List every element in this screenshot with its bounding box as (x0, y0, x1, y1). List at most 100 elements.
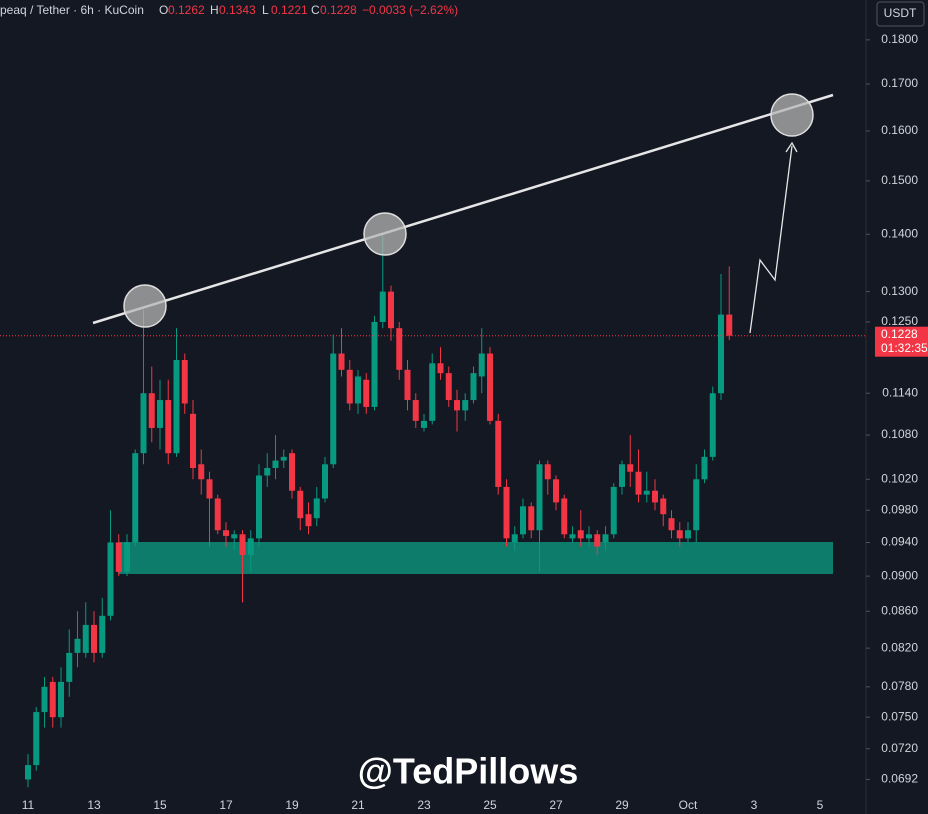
y-tick-label: 0.1700 (881, 76, 918, 90)
symbol-label: peaq / Tether · 6h · KuCoin (0, 3, 144, 17)
candle-body (520, 506, 526, 535)
candle-body (107, 542, 114, 616)
candle-body (74, 638, 81, 653)
candle-body (388, 291, 394, 329)
candle-body (462, 400, 469, 411)
candle-body (536, 464, 543, 531)
arrow-head (785, 141, 798, 153)
candle-body (396, 328, 403, 370)
candle-body (313, 498, 320, 519)
candle-body (247, 538, 254, 555)
candle-body (181, 360, 188, 404)
candle-body (33, 712, 40, 766)
candle-body (404, 369, 411, 401)
touch-circle (123, 284, 167, 328)
x-tick-label: 25 (483, 798, 497, 812)
candle-body (503, 486, 510, 539)
candle-body (635, 471, 642, 495)
candle-body (355, 376, 361, 404)
ohlc-value: 0.1343 (219, 3, 256, 17)
candle-body (594, 534, 601, 547)
currency-box (876, 1, 925, 27)
x-tick-label: 21 (351, 798, 365, 812)
ohlc-value: 0.1262 (168, 3, 205, 17)
candle-body (280, 456, 287, 461)
y-tick-label: 0.0780 (881, 679, 918, 693)
y-tick-label: 0.1800 (881, 32, 918, 46)
ohlc-key: C (311, 3, 320, 17)
candle-body (454, 400, 460, 411)
candle-body (586, 534, 592, 539)
candle-body (157, 400, 163, 428)
candle-body (91, 624, 97, 653)
candle-body (709, 393, 716, 457)
candle-body (701, 456, 708, 480)
touch-circle (363, 212, 407, 256)
ohlc-key: L (262, 3, 269, 17)
ohlc-value: 0.1228 (320, 3, 357, 17)
countdown-label: 01:32:35 (881, 341, 928, 355)
y-tick-label: 0.1600 (881, 123, 918, 137)
watermark: @TedPillows (358, 751, 578, 792)
candle-body (619, 464, 625, 487)
last-price-label: 0.1228 (881, 327, 918, 341)
y-tick-label: 0.1250 (881, 314, 918, 328)
y-tick-label: 0.1400 (881, 226, 918, 240)
candle-body (437, 363, 444, 374)
x-tick-label: 5 (817, 798, 824, 812)
projection-path (749, 145, 793, 334)
candle-body (478, 353, 485, 377)
x-tick-label: 11 (22, 798, 35, 812)
y-tick-label: 0.0820 (881, 640, 918, 654)
currency-label: USDT (884, 6, 917, 20)
y-tick-label: 0.0860 (881, 603, 918, 617)
candle-body (627, 464, 634, 472)
y-tick-label: 0.0980 (881, 502, 918, 516)
candles (25, 234, 733, 788)
candle-body (553, 479, 559, 503)
y-tick-label: 0.1020 (881, 471, 918, 485)
candle-body (668, 518, 675, 531)
x-tick-label: 13 (87, 798, 101, 812)
candle-body (363, 379, 370, 407)
candle-body (223, 530, 229, 536)
candle-body (297, 490, 304, 519)
candle-body (99, 615, 106, 653)
support-zone (118, 542, 833, 574)
candle-body (685, 530, 691, 539)
candle-body (58, 681, 64, 718)
candle-body (25, 765, 31, 780)
candle-body (322, 464, 328, 499)
candle-body (231, 534, 238, 539)
candle-body (264, 467, 271, 476)
trendline (92, 93, 834, 325)
y-tick-label: 0.1300 (881, 284, 918, 298)
candle-body (190, 413, 196, 468)
y-tick-label: 0.0750 (881, 709, 918, 723)
ohlc-key: O (159, 3, 168, 17)
x-tick-label: 27 (549, 798, 563, 812)
y-tick-label: 0.0940 (881, 535, 918, 549)
x-tick-label: 19 (285, 798, 299, 812)
candle-body (660, 498, 667, 515)
candle-body (214, 498, 221, 531)
candle-body (726, 314, 733, 336)
candle-body (528, 506, 535, 531)
candle-body (412, 400, 419, 421)
candle-body (577, 530, 584, 539)
candle-body (693, 479, 700, 531)
target-circle (770, 93, 814, 137)
candle-body (487, 353, 493, 421)
y-tick-label: 0.1500 (881, 173, 918, 187)
candle-body (148, 393, 155, 428)
ohlc-key: H (210, 3, 219, 17)
candle-body (346, 369, 353, 404)
candle-body (511, 534, 518, 543)
x-tick-label: 15 (153, 798, 167, 812)
candle-body (421, 420, 427, 428)
y-tick-label: 0.1080 (881, 427, 918, 441)
y-tick-label: 0.0720 (881, 741, 918, 755)
candle-body (338, 353, 345, 370)
change-label: −0.0033 (−2.62%) (362, 3, 458, 17)
